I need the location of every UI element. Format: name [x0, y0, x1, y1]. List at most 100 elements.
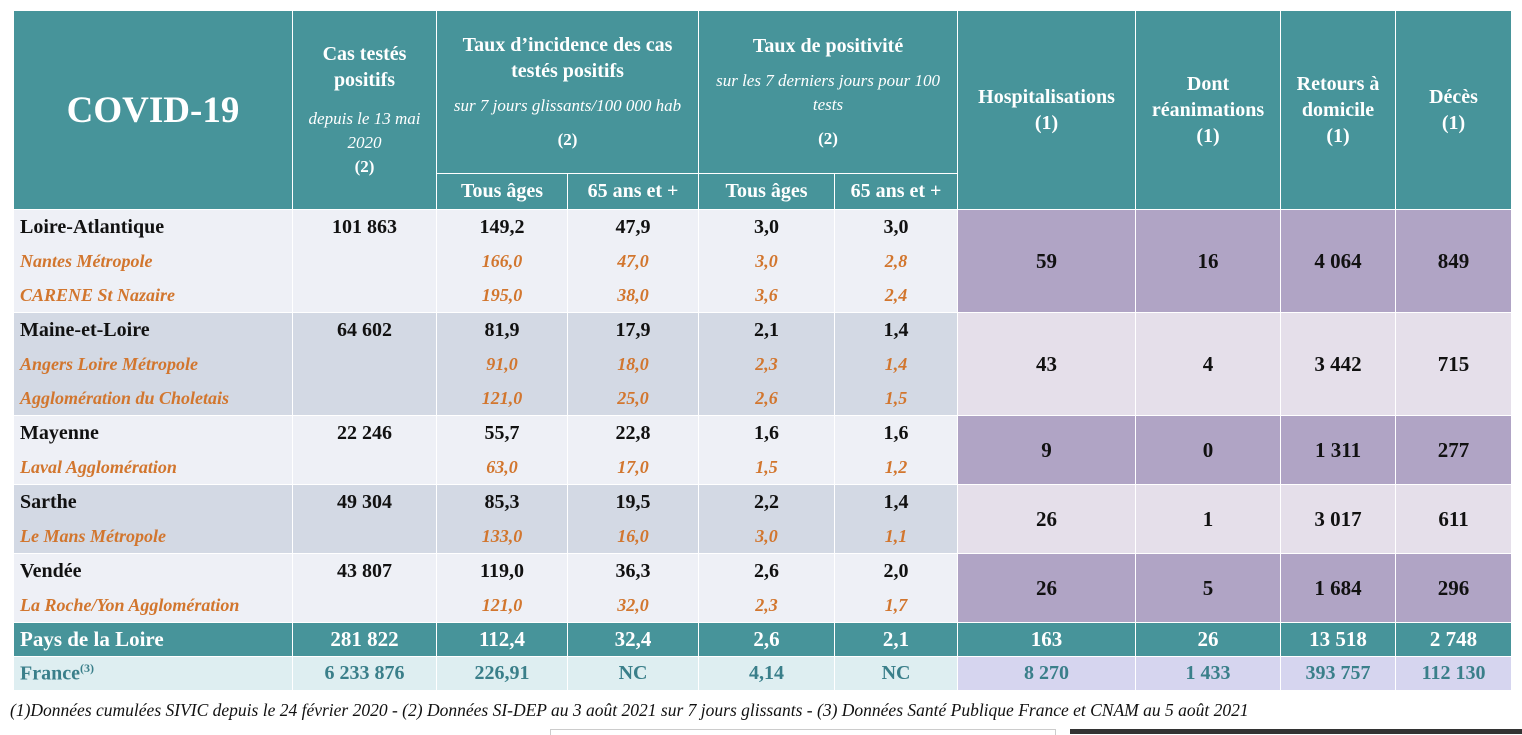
- total-hospit: 163: [957, 622, 1137, 657]
- sub-pos-all: 2,3: [755, 595, 778, 615]
- inc-65-value: 19,5: [615, 491, 651, 513]
- department-cell: Maine-et-Loire Angers Loire Métropole Ag…: [13, 312, 293, 416]
- sub-inc-all: 166,0: [481, 251, 523, 271]
- sub-inc-65: 25,0: [617, 388, 649, 408]
- pos-all-value: 2,1: [754, 319, 780, 341]
- total-retours: 13 518: [1280, 622, 1397, 657]
- cas-cell: 43 807: [292, 553, 437, 623]
- france-name: France: [20, 662, 80, 685]
- pos-65-cell: 1,6 1,2: [834, 415, 959, 485]
- sub-area-name: Nantes Métropole: [20, 251, 153, 271]
- header-positivite-note: (2): [818, 129, 838, 148]
- table-row: Mayenne Laval Agglomération 22 246 55,7 …: [13, 415, 1513, 485]
- rea-value: 0: [1135, 415, 1282, 485]
- pos-all-cell: 3,0 3,0 3,6: [698, 209, 836, 313]
- rea-value: 1: [1135, 484, 1282, 554]
- hospit-value: 43: [957, 312, 1137, 416]
- inc-all-cell: 85,3 133,0: [436, 484, 568, 554]
- department-cell: Vendée La Roche/Yon Agglomération: [13, 553, 293, 623]
- footnote: (1)Données cumulées SIVIC depuis le 24 f…: [10, 700, 1249, 720]
- inc-65-cell: 22,8 17,0: [566, 415, 700, 485]
- header-row: COVID-19 Cas testés positifs depuis le 1…: [13, 10, 1513, 210]
- header-deces-title: Décès: [1429, 86, 1478, 108]
- table-row: Maine-et-Loire Angers Loire Métropole Ag…: [13, 312, 1513, 416]
- header-retours-title: Retours à domicile: [1296, 73, 1380, 121]
- total-inc-65: 32,4: [566, 622, 700, 657]
- header-deces-note: (1): [1441, 112, 1466, 134]
- header-incidence-note: (2): [557, 130, 578, 149]
- divider: [550, 729, 1056, 735]
- sub-pos-65: 2,8: [884, 251, 908, 271]
- total-pos-all: 2,6: [698, 622, 836, 657]
- table-title-cell: COVID-19: [13, 10, 293, 210]
- header-positivite: Taux de positivité sur les 7 derniers jo…: [698, 10, 959, 174]
- total-cas: 281 822: [292, 622, 437, 657]
- retours-value: 1 684: [1280, 553, 1397, 623]
- deces-value: 611: [1395, 484, 1513, 554]
- header-65-ans-1: 65 ans et +: [566, 173, 700, 210]
- pos-all-cell: 1,6 1,5: [698, 415, 836, 485]
- sub-pos-all: 3,0: [755, 526, 778, 546]
- sub-inc-all: 63,0: [486, 457, 518, 477]
- department-name: Maine-et-Loire: [20, 319, 150, 341]
- inc-65-cell: 17,9 18,0 25,0: [566, 312, 700, 416]
- pos-65-cell: 1,4 1,1: [834, 484, 959, 554]
- total-label: Pays de la Loire: [13, 622, 293, 657]
- header-incidence-title: Taux d’incidence des cas testés positifs: [462, 34, 673, 82]
- deces-value: 277: [1395, 415, 1513, 485]
- inc-65-value: 47,9: [615, 216, 651, 238]
- department-name: Loire-Atlantique: [20, 216, 165, 238]
- sub-pos-all: 2,6: [755, 388, 778, 408]
- france-pos-65: NC: [834, 656, 959, 691]
- france-sup: (3): [79, 661, 94, 676]
- header-hospit: Hospitalisations (1): [957, 10, 1137, 210]
- header-cas-sub: depuis le 13 mai 2020: [308, 109, 421, 152]
- pos-all-value: 1,6: [754, 422, 780, 444]
- sub-pos-all: 1,5: [755, 457, 778, 477]
- inc-all-value: 81,9: [484, 319, 520, 341]
- rea-value: 16: [1135, 209, 1282, 313]
- header-incidence: Taux d’incidence des cas testés positifs…: [435, 10, 700, 174]
- cas-value: 22 246: [337, 422, 392, 444]
- hospit-value: 26: [957, 484, 1137, 554]
- inc-all-value: 55,7: [484, 422, 520, 444]
- inc-all-cell: 55,7 63,0: [436, 415, 568, 485]
- header-rea: Dont réanimations (1): [1135, 10, 1282, 210]
- inc-65-cell: 19,5 16,0: [566, 484, 700, 554]
- header-cas-note: (2): [354, 157, 375, 176]
- table-row: Vendée La Roche/Yon Agglomération 43 807…: [13, 553, 1513, 623]
- sub-area-name: Laval Agglomération: [20, 457, 177, 477]
- cas-cell: 101 863: [292, 209, 437, 313]
- france-inc-all: 226,91: [436, 656, 568, 691]
- cas-cell: 64 602: [292, 312, 437, 416]
- table-row: Loire-Atlantique Nantes Métropole CARENE…: [13, 209, 1513, 313]
- inc-all-value: 119,0: [480, 560, 524, 582]
- cas-value: 64 602: [337, 319, 392, 341]
- hospit-value: 26: [957, 553, 1137, 623]
- sub-inc-all: 133,0: [481, 526, 523, 546]
- inc-65-cell: 47,9 47,0 38,0: [566, 209, 700, 313]
- pos-65-value: 1,6: [883, 422, 909, 444]
- total-row: Pays de la Loire 281 822 112,4 32,4 2,6 …: [13, 622, 1513, 657]
- sub-pos-65: 1,4: [884, 354, 908, 374]
- department-name: Mayenne: [20, 422, 99, 444]
- inc-65-value: 22,8: [615, 422, 651, 444]
- pos-65-value: 2,0: [883, 560, 909, 582]
- pos-65-value: 1,4: [883, 491, 909, 513]
- department-cell: Sarthe Le Mans Métropole: [13, 484, 293, 554]
- total-deces: 2 748: [1395, 622, 1513, 657]
- sub-pos-all: 3,6: [755, 285, 778, 305]
- inc-65-value: 17,9: [615, 319, 651, 341]
- cas-value: 49 304: [337, 491, 392, 513]
- header-positivite-title: Taux de positivité: [752, 35, 904, 57]
- header-incidence-sub: sur 7 jours glissants/100 000 hab: [453, 96, 682, 115]
- sub-inc-all: 121,0: [481, 595, 523, 615]
- inc-all-cell: 149,2 166,0 195,0: [436, 209, 568, 313]
- france-label: France(3): [13, 656, 293, 691]
- pos-all-cell: 2,2 3,0: [698, 484, 836, 554]
- sub-area-name: La Roche/Yon Agglomération: [20, 595, 240, 615]
- sub-inc-65: 38,0: [617, 285, 649, 305]
- pos-all-cell: 2,6 2,3: [698, 553, 836, 623]
- cas-cell: 49 304: [292, 484, 437, 554]
- divider: [1070, 729, 1522, 734]
